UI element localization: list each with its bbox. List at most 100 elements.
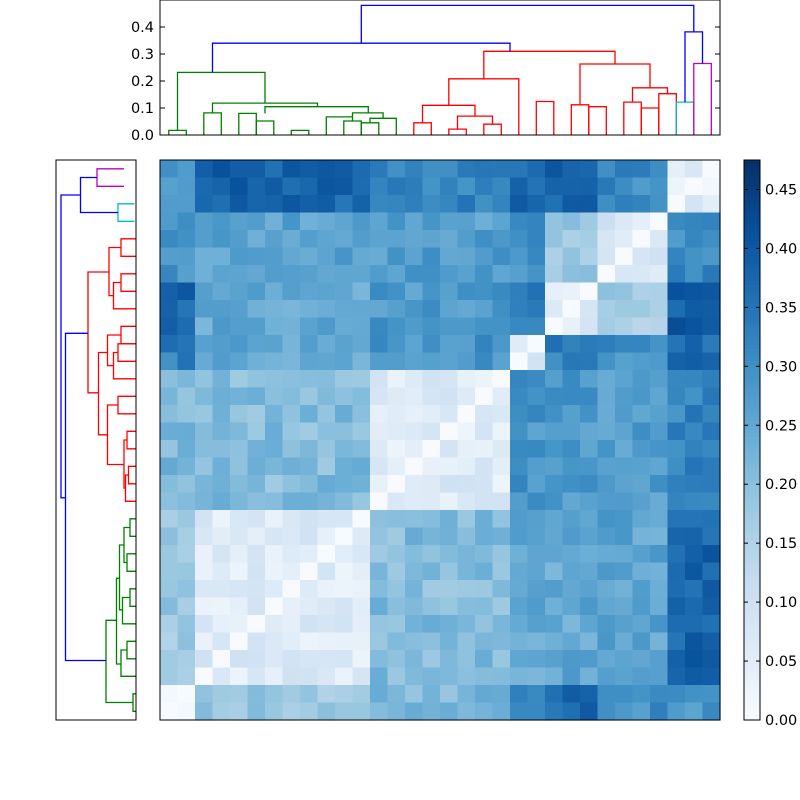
heatmap-cell (352, 282, 371, 301)
heatmap-cell (527, 702, 546, 721)
heatmap-cell (230, 685, 249, 704)
heatmap-cell (667, 247, 686, 266)
heatmap-cell (160, 562, 179, 581)
heatmap-cell (212, 230, 231, 249)
heatmap-cell (387, 317, 406, 336)
heatmap-cell (335, 440, 354, 459)
left-dendrogram-link (105, 619, 133, 704)
heatmap-cell (457, 667, 476, 686)
heatmap-cell (282, 335, 301, 354)
heatmap-cell (562, 580, 581, 599)
heatmap-cell (475, 422, 494, 441)
heatmap-cell (545, 177, 564, 196)
heatmap-cell (177, 405, 196, 424)
heatmap-cell (387, 702, 406, 721)
heatmap-cell (702, 685, 721, 704)
heatmap-cell (650, 475, 669, 494)
heatmap-cell (597, 510, 616, 529)
heatmap-cell (685, 475, 704, 494)
heatmap-cell (230, 317, 249, 336)
heatmap-cell (230, 702, 249, 721)
heatmap-cell (177, 387, 196, 406)
heatmap-cell (475, 667, 494, 686)
heatmap-cell (632, 300, 651, 319)
heatmap-cell (615, 282, 634, 301)
heatmap-cell (632, 230, 651, 249)
heatmap-cell (387, 685, 406, 704)
top-dendrogram-link (343, 120, 362, 135)
heatmap-cell (352, 475, 371, 494)
heatmap-cell (247, 177, 266, 196)
heatmap-cell (457, 422, 476, 441)
heatmap-cell (212, 282, 231, 301)
heatmap-cell (527, 265, 546, 284)
top-dendrogram-link (168, 129, 187, 135)
heatmap-cell (265, 195, 284, 214)
heatmap-cell (457, 282, 476, 301)
heatmap-cell (195, 352, 214, 371)
colorbar-step (744, 700, 760, 705)
heatmap-cell (195, 597, 214, 616)
heatmap-cell (650, 352, 669, 371)
heatmap-cell (492, 457, 511, 476)
top-dendrogram-link (211, 42, 511, 73)
heatmap-cell (650, 160, 669, 179)
heatmap-cell (265, 335, 284, 354)
colorbar-step (744, 452, 760, 457)
heatmap-cell (545, 370, 564, 389)
heatmap-cell (405, 352, 424, 371)
colorbar-step (744, 256, 760, 261)
heatmap-cell (650, 177, 669, 196)
heatmap-cell (457, 545, 476, 564)
heatmap-cell (195, 492, 214, 511)
heatmap-cell (650, 615, 669, 634)
heatmap-cell (387, 632, 406, 651)
heatmap-cell (597, 527, 616, 546)
heatmap-cell (597, 457, 616, 476)
heatmap-cell (195, 527, 214, 546)
heatmap-cell (510, 545, 529, 564)
colorbar-step (744, 544, 760, 549)
colorbar-step (744, 588, 760, 593)
heatmap-cell (597, 335, 616, 354)
top-dendrogram-link (675, 101, 695, 135)
heatmap-cell (370, 667, 389, 686)
heatmap-cell (317, 440, 336, 459)
heatmap-cell (667, 492, 686, 511)
heatmap-cell (195, 440, 214, 459)
heatmap-cell (265, 265, 284, 284)
heatmap-cell (615, 597, 634, 616)
colorbar-step (744, 364, 760, 369)
heatmap-cell (282, 405, 301, 424)
heatmap-cell (510, 510, 529, 529)
heatmap-cell (510, 667, 529, 686)
heatmap-cell (615, 370, 634, 389)
colorbar-step (744, 716, 760, 721)
heatmap-cell (650, 247, 669, 266)
heatmap-cell (615, 615, 634, 634)
heatmap-cell (702, 615, 721, 634)
heatmap-cell (685, 632, 704, 651)
left-dendrogram-link (117, 395, 136, 415)
heatmap-cell (650, 422, 669, 441)
heatmap-cell (247, 685, 266, 704)
left-dendrogram-link (120, 273, 136, 292)
top-dendrogram-link (255, 120, 275, 135)
heatmap-cell (247, 247, 266, 266)
heatmap-cell (457, 352, 476, 371)
heatmap-cell (632, 352, 651, 371)
heatmap-cell (160, 265, 179, 284)
heatmap-cell (545, 685, 564, 704)
heatmap-cell (597, 650, 616, 669)
heatmap-cell (492, 300, 511, 319)
heatmap-cell (632, 160, 651, 179)
heatmap-cell (265, 667, 284, 686)
heatmap-cell (230, 422, 249, 441)
heatmap-cell (440, 615, 459, 634)
heatmap-cell (177, 702, 196, 721)
heatmap-cell (597, 615, 616, 634)
heatmap-cell (335, 597, 354, 616)
heatmap-cell (405, 702, 424, 721)
heatmap-cell (212, 300, 231, 319)
colorbar-step (744, 648, 760, 653)
